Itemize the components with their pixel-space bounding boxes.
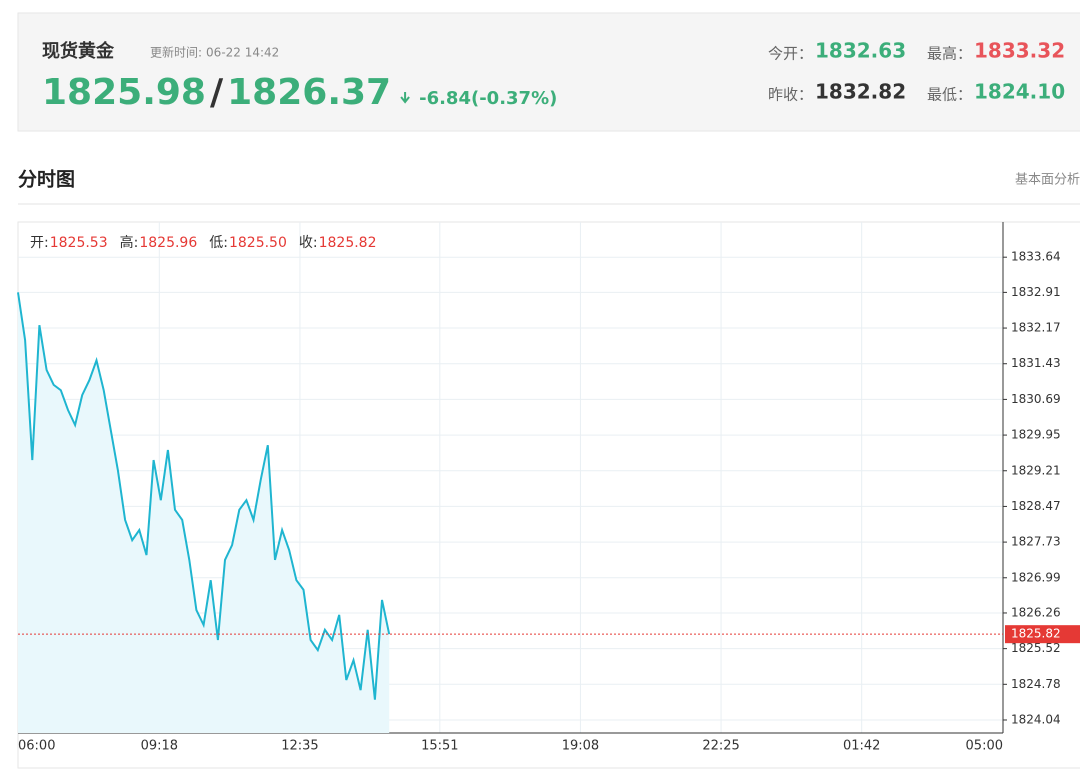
info-label: 低: [209, 235, 228, 251]
stat-value: 1824.10 [974, 80, 1065, 104]
ask-price: 1826.37 [227, 72, 391, 113]
stat-value: 1832.82 [815, 80, 906, 104]
info-value: 1825.96 [139, 235, 197, 251]
stat-label: 最高： [927, 45, 972, 63]
stat-value: 1832.63 [815, 39, 906, 63]
analysis-link[interactable]: 基本面分析 [1015, 173, 1080, 188]
last-price-tag [1005, 625, 1080, 644]
stat-label: 昨收： [768, 86, 813, 104]
quote-panel [17, 12, 1080, 132]
stats: 今开： 1832.63 最高： 1833.32 昨收： 1832.82 最低： 1824.10 [768, 39, 1065, 104]
y-tick-label: 1826.99 [1011, 570, 1061, 584]
x-tick-label: 06:00 [18, 739, 55, 754]
update-label: 更新时间: [150, 45, 202, 60]
y-tick-label: 1831.43 [1011, 356, 1061, 370]
stat-value: 1833.32 [974, 39, 1065, 63]
plot: 1824.04 1824.78 1825.52 1826.26 1826.99 1827.… [17, 222, 1080, 754]
y-tick-label: 1829.21 [1011, 463, 1061, 477]
area [18, 292, 390, 733]
section-title: 分时图 [18, 169, 75, 191]
x-tick-label: 22:25 [702, 739, 739, 754]
update-time: 06-22 14:42 [206, 46, 279, 60]
x-tick-label: 15:51 [421, 739, 458, 754]
y-tick-label: 1824.78 [1011, 677, 1061, 691]
x-tick-label: 01:42 [843, 739, 880, 754]
down-arrow [400, 92, 410, 104]
x-tick-label: 19:08 [562, 739, 599, 754]
y-tick-label: 1830.69 [1011, 392, 1061, 406]
y-tick-label: 1833.64 [1011, 250, 1061, 264]
last-price-label: 1825.82 [1011, 627, 1061, 641]
info-label: 收: [299, 235, 318, 251]
y-tick-label: 1829.95 [1011, 428, 1061, 442]
price-change: -6.84(-0.37%) [419, 88, 557, 109]
quote-title: 现货黄金 [42, 40, 115, 62]
x-tick-label: 05:00 [966, 739, 1003, 754]
y-tick-label: 1828.47 [1011, 499, 1061, 513]
y-tick-label: 1827.73 [1011, 535, 1061, 549]
y-tick-label: 1824.04 [1011, 712, 1061, 726]
price-separator: / [210, 72, 224, 113]
info-value: 1825.50 [229, 235, 287, 251]
bid-price: 1825.98 [42, 72, 206, 113]
y-tick-label: 1826.26 [1011, 605, 1061, 619]
y-tick-label: 1825.52 [1011, 641, 1061, 655]
price-line [17, 292, 391, 700]
info-label: 开: [30, 235, 49, 251]
info-value: 1825.82 [319, 235, 377, 251]
stat-label: 今开： [768, 45, 813, 63]
x-tick-label: 09:18 [141, 739, 178, 754]
info-label: 高: [120, 234, 139, 251]
y-tick-label: 1832.17 [1011, 321, 1061, 335]
y-tick-label: 1832.91 [1011, 285, 1061, 299]
info-value: 1825.53 [50, 235, 108, 251]
x-tick-label: 12:35 [281, 739, 318, 754]
stat-label: 最低： [927, 86, 972, 104]
